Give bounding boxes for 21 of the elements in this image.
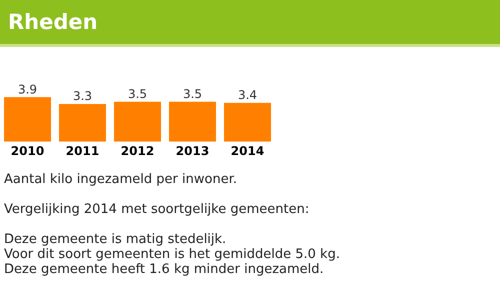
data-label: 3.5 bbox=[182, 86, 202, 101]
bar bbox=[114, 102, 162, 142]
x-tick-label: 2013 bbox=[176, 144, 210, 158]
x-tick-label: 2011 bbox=[66, 144, 100, 158]
text: Aantal kilo ingezameld per inwoner. bbox=[4, 172, 238, 187]
text: Deze gemeente is matig stedelijk. bbox=[4, 232, 228, 247]
data-label: 3.9 bbox=[18, 82, 38, 96]
text: Deze gemeente heeft 1.6 kg minder ingezameld. bbox=[4, 262, 325, 277]
bar bbox=[168, 102, 216, 142]
chart-title: Rheden bbox=[0, 0, 500, 47]
data-label: 3.4 bbox=[238, 88, 258, 102]
bar bbox=[4, 97, 52, 142]
x-tick-label: 2014 bbox=[230, 144, 264, 158]
text: Voor dit soort gemeenten is het gemiddelde 5.0 kg. bbox=[4, 247, 340, 262]
bar bbox=[224, 102, 272, 142]
x-tick-label: 2012 bbox=[120, 144, 154, 158]
text: Vergelijking 2014 met soortgelijke gemeenten: bbox=[4, 202, 310, 217]
data-label: 3.5 bbox=[128, 86, 148, 101]
x-tick-label: 2010 bbox=[10, 144, 44, 158]
data-label: 3.3 bbox=[72, 89, 92, 104]
bar bbox=[58, 104, 106, 142]
